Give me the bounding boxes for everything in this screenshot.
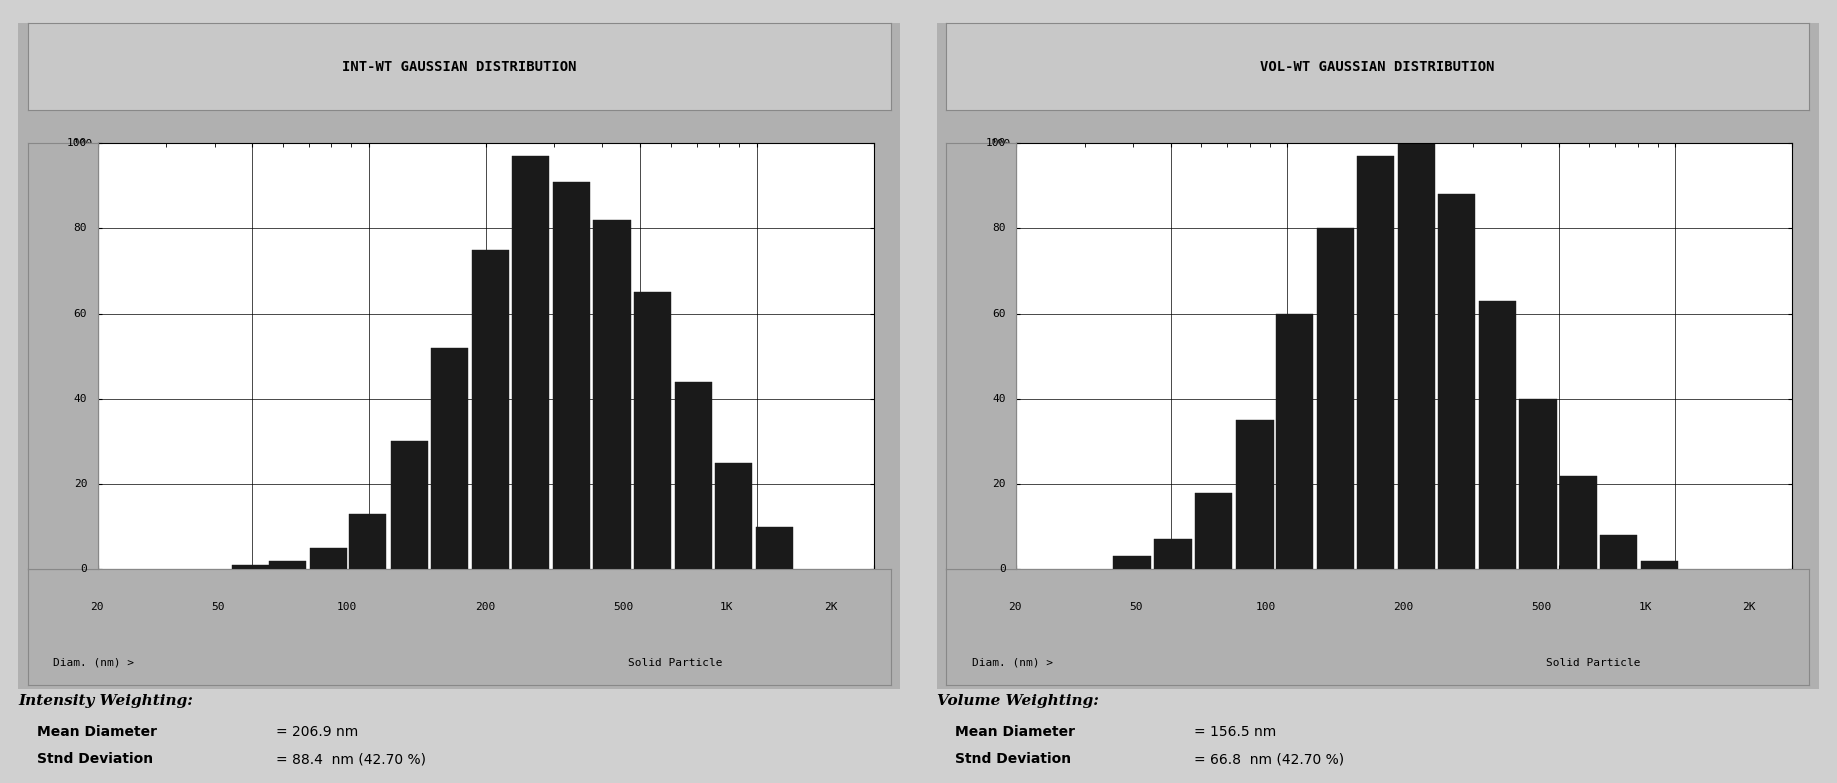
Bar: [1519, 399, 1556, 569]
Text: 100: 100: [66, 139, 86, 148]
Text: Mean Diameter: Mean Diameter: [37, 725, 156, 739]
Text: 2K: 2K: [823, 601, 838, 612]
Text: = 156.5 nm: = 156.5 nm: [1194, 725, 1277, 739]
Text: Volume Weighting:: Volume Weighting:: [937, 694, 1099, 708]
Text: 1K: 1K: [1639, 601, 1651, 612]
Bar: [1154, 539, 1192, 569]
Text: REL: REL: [946, 37, 968, 50]
Text: Intensity Weighting:: Intensity Weighting:: [18, 694, 193, 708]
Text: 40: 40: [73, 394, 86, 404]
Bar: [1479, 301, 1516, 569]
Text: Solid Particle: Solid Particle: [1547, 658, 1640, 668]
Text: 80: 80: [73, 223, 86, 233]
Bar: [233, 565, 270, 569]
Text: REL: REL: [28, 37, 50, 50]
Bar: [310, 548, 347, 569]
Text: 1K: 1K: [720, 601, 733, 612]
Bar: [1358, 156, 1394, 569]
Text: 100: 100: [985, 139, 1005, 148]
Text: VOL-WT GAUSSIAN DISTRIBUTION: VOL-WT GAUSSIAN DISTRIBUTION: [1260, 60, 1495, 74]
Bar: [553, 182, 590, 569]
Bar: [349, 514, 386, 569]
Bar: [430, 348, 468, 569]
Text: Solid Particle: Solid Particle: [628, 658, 722, 668]
Text: = 206.9 nm: = 206.9 nm: [276, 725, 358, 739]
Text: 60: 60: [992, 309, 1005, 319]
Bar: [1438, 194, 1475, 569]
Bar: [593, 220, 630, 569]
Text: Diam. (nm) >: Diam. (nm) >: [972, 658, 1053, 668]
Text: 50: 50: [1130, 601, 1143, 612]
Text: Stnd Deviation: Stnd Deviation: [955, 752, 1071, 767]
Text: 60: 60: [73, 309, 86, 319]
Text: = 66.8  nm (42.70 %): = 66.8 nm (42.70 %): [1194, 752, 1345, 767]
Bar: [1600, 535, 1637, 569]
Bar: [1398, 143, 1435, 569]
Text: 50: 50: [211, 601, 224, 612]
Text: INT-WT GAUSSIAN DISTRIBUTION: INT-WT GAUSSIAN DISTRIBUTION: [342, 60, 577, 74]
Bar: [634, 292, 671, 569]
Text: 20: 20: [90, 601, 103, 612]
Bar: [1640, 561, 1677, 569]
Bar: [391, 442, 428, 569]
Bar: [513, 156, 549, 569]
Text: 2K: 2K: [1741, 601, 1756, 612]
Bar: [674, 382, 713, 569]
Bar: [1236, 420, 1273, 569]
Text: 20: 20: [992, 479, 1005, 489]
Text: = 88.4  nm (42.70 %): = 88.4 nm (42.70 %): [276, 752, 426, 767]
Text: 0: 0: [999, 565, 1005, 574]
Text: 500: 500: [1532, 601, 1552, 612]
Bar: [1196, 493, 1233, 569]
Text: 20: 20: [1009, 601, 1021, 612]
Text: 100: 100: [336, 601, 356, 612]
Text: 200: 200: [476, 601, 496, 612]
Bar: [715, 463, 753, 569]
Text: 500: 500: [614, 601, 634, 612]
Text: 100: 100: [1255, 601, 1275, 612]
Bar: [268, 561, 307, 569]
Bar: [1277, 314, 1313, 569]
Text: 80: 80: [992, 223, 1005, 233]
Text: 40: 40: [992, 394, 1005, 404]
Bar: [1113, 557, 1150, 569]
Text: 0: 0: [81, 565, 86, 574]
Text: Diam. (nm) >: Diam. (nm) >: [53, 658, 134, 668]
Bar: [755, 527, 794, 569]
Bar: [1560, 475, 1596, 569]
Bar: [472, 250, 509, 569]
Text: 200: 200: [1394, 601, 1414, 612]
Bar: [1317, 229, 1354, 569]
Text: Stnd Deviation: Stnd Deviation: [37, 752, 152, 767]
Text: 20: 20: [73, 479, 86, 489]
Text: Mean Diameter: Mean Diameter: [955, 725, 1075, 739]
